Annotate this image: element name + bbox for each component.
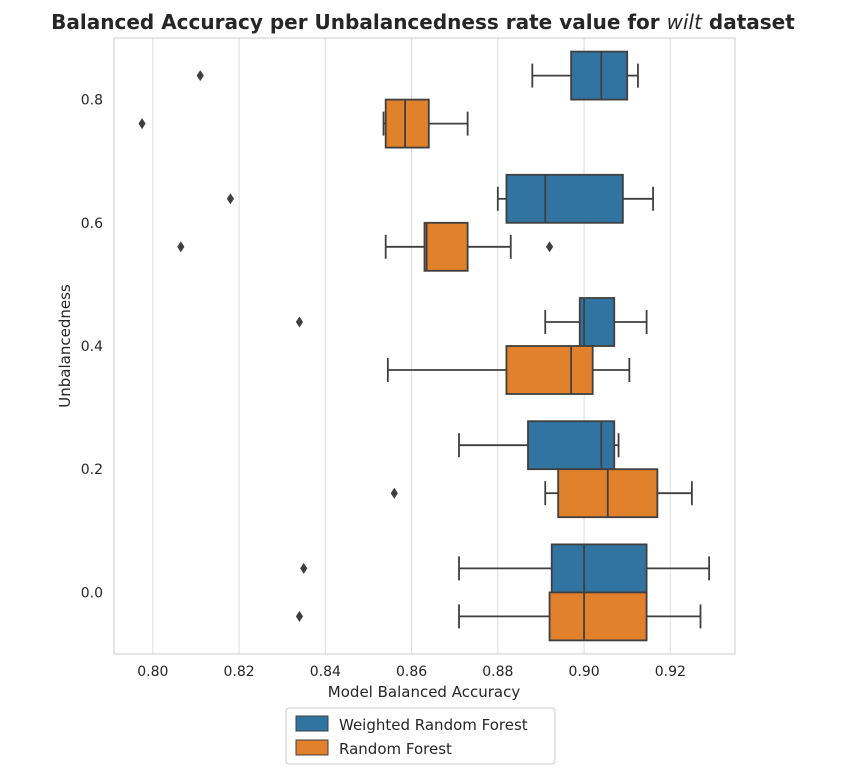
plot-frame bbox=[113, 37, 736, 655]
outlier-marker bbox=[196, 70, 204, 82]
chart-title-dataset: wilt bbox=[667, 10, 703, 34]
x-tick-label: 0.86 bbox=[396, 664, 427, 680]
x-tick-label: 0.80 bbox=[137, 664, 168, 680]
outlier-marker bbox=[300, 562, 308, 574]
outlier-marker bbox=[545, 241, 554, 253]
tick-layer: 0.80 0.82 0.84 0.86 0.88 0.90 0.92 0.8 0.6 0.4 0.2… bbox=[81, 93, 686, 680]
box-iqr bbox=[384, 98, 430, 149]
x-tick-label: 0.82 bbox=[223, 664, 254, 680]
chart-title-suffix: dataset bbox=[702, 10, 795, 34]
box-iqr bbox=[423, 221, 469, 272]
y-tick-label: 0.0 bbox=[81, 585, 103, 601]
x-tick-label: 0.84 bbox=[310, 664, 341, 680]
outlier-marker bbox=[138, 118, 146, 130]
legend-label-random-forest: Random Forest bbox=[339, 740, 452, 758]
box-random-forest bbox=[390, 468, 693, 519]
y-tick-label: 0.8 bbox=[81, 93, 103, 109]
y-tick-label: 0.2 bbox=[81, 462, 103, 478]
legend: Weighted Random Forest Random Forest bbox=[285, 707, 556, 765]
box-iqr bbox=[550, 543, 648, 594]
box-weighted-random-forest bbox=[196, 50, 639, 101]
legend-frame bbox=[285, 707, 556, 765]
outlier-marker bbox=[295, 610, 304, 622]
chart-title: Balanced Accuracy per Unbalancedness rat… bbox=[51, 10, 795, 34]
legend-swatch-random-forest bbox=[295, 739, 329, 756]
box-random-forest bbox=[177, 221, 554, 272]
box-weighted-random-forest bbox=[300, 543, 711, 594]
box-iqr bbox=[570, 50, 629, 101]
legend-swatch-weighted-random-forest bbox=[295, 715, 329, 732]
box-random-forest bbox=[386, 345, 631, 395]
box-layer bbox=[138, 50, 711, 642]
legend-label-weighted-random-forest: Weighted Random Forest bbox=[339, 716, 528, 734]
outlier-marker bbox=[390, 487, 398, 499]
outlier-marker bbox=[226, 193, 235, 205]
x-axis-label: Model Balanced Accuracy bbox=[328, 683, 521, 701]
x-tick-label: 0.90 bbox=[568, 664, 599, 680]
x-tick-label: 0.88 bbox=[482, 664, 513, 680]
box-weighted-random-forest bbox=[458, 420, 620, 471]
box-weighted-random-forest bbox=[226, 173, 654, 224]
box-iqr bbox=[505, 173, 624, 224]
chart-title-prefix: Balanced Accuracy per Unbalancedness rat… bbox=[51, 10, 666, 34]
y-tick-label: 0.6 bbox=[81, 216, 103, 232]
x-tick-label: 0.92 bbox=[655, 664, 686, 680]
y-tick-label: 0.4 bbox=[81, 339, 103, 355]
outlier-marker bbox=[177, 241, 185, 253]
box-iqr bbox=[527, 420, 616, 471]
y-axis-label: Unbalancedness bbox=[56, 284, 74, 408]
box-weighted-random-forest bbox=[295, 297, 648, 347]
outlier-marker bbox=[295, 316, 304, 328]
box-iqr bbox=[505, 345, 594, 395]
box-random-forest bbox=[138, 98, 469, 149]
box-random-forest bbox=[295, 591, 702, 642]
box-iqr bbox=[578, 297, 616, 347]
box-iqr bbox=[548, 591, 648, 642]
